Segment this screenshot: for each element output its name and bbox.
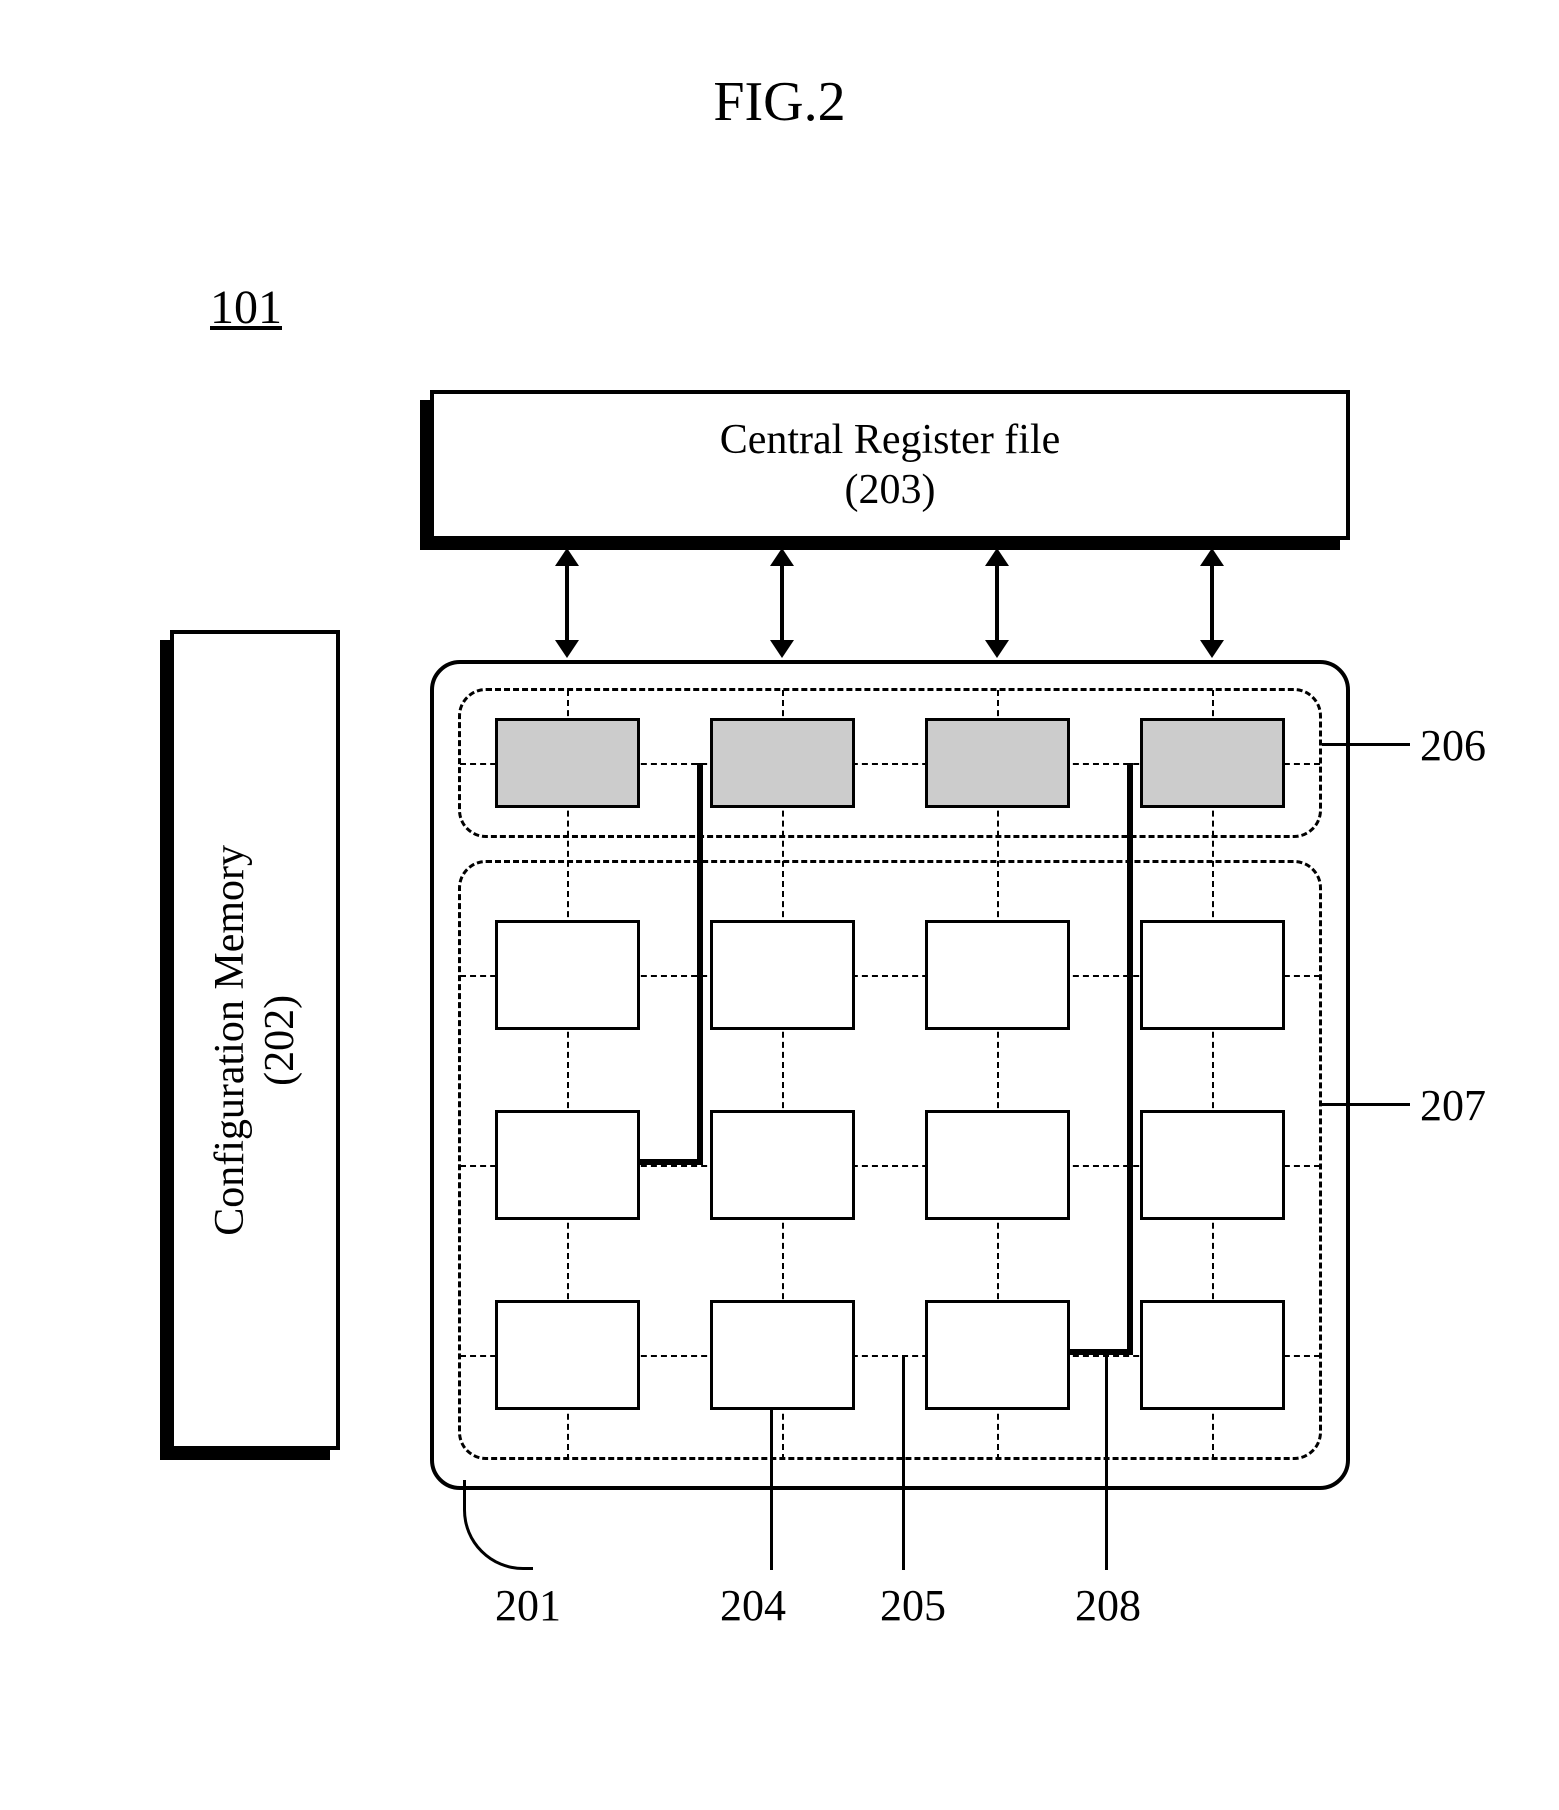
reg-pe-arrow — [985, 548, 1009, 658]
leader-line — [1322, 1103, 1410, 1106]
leader-line — [1105, 1355, 1108, 1570]
leader-line — [770, 1410, 773, 1570]
pe-cell — [495, 718, 640, 808]
callout-204: 204 — [720, 1580, 786, 1631]
pe-cell — [925, 1110, 1070, 1220]
arrow-shaft — [780, 564, 784, 642]
central-register-block: Central Register file (203) — [430, 390, 1350, 540]
figure-ref-label: 101 — [210, 280, 282, 335]
arrow-shaft — [565, 564, 569, 642]
leader-line — [1322, 743, 1410, 746]
arrowhead-down-icon — [985, 640, 1009, 658]
reg-pe-arrow — [555, 548, 579, 658]
figure-root: FIG.2 101 Configuration Memory (202) Cen… — [0, 0, 1559, 1810]
arrowhead-down-icon — [555, 640, 579, 658]
reg-pe-arrow — [1200, 548, 1224, 658]
central-register-line2: (203) — [845, 465, 936, 515]
pe-cell — [710, 920, 855, 1030]
callout-208: 208 — [1075, 1580, 1141, 1631]
figure-title: FIG.2 — [0, 70, 1559, 134]
pe-cell — [925, 920, 1070, 1030]
pe-cell — [925, 1300, 1070, 1410]
pe-cell — [1140, 920, 1285, 1030]
arrowhead-down-icon — [770, 640, 794, 658]
callout-201: 201 — [495, 1580, 561, 1631]
pe-cell — [495, 920, 640, 1030]
central-register-face: Central Register file (203) — [430, 390, 1350, 540]
config-memory-line1: Configuration Memory — [207, 845, 253, 1236]
arrowhead-down-icon — [1200, 640, 1224, 658]
leader-curve — [463, 1480, 533, 1570]
reg-pe-arrow — [770, 548, 794, 658]
pe-cell — [495, 1110, 640, 1220]
config-memory-face: Configuration Memory (202) — [170, 630, 340, 1450]
pe-cell — [1140, 1110, 1285, 1220]
callout-206: 206 — [1420, 720, 1486, 771]
config-memory-block: Configuration Memory (202) — [170, 630, 340, 1450]
callout-205: 205 — [880, 1580, 946, 1631]
config-memory-line2: (202) — [257, 995, 303, 1086]
pe-cell — [710, 1300, 855, 1410]
pe-cell — [495, 1300, 640, 1410]
pe-cell — [1140, 1300, 1285, 1410]
pe-cell — [925, 718, 1070, 808]
config-memory-label: Configuration Memory (202) — [205, 845, 306, 1236]
central-register-line1: Central Register file — [720, 415, 1061, 465]
leader-line — [902, 1355, 905, 1570]
pe-cell — [710, 1110, 855, 1220]
pe-cell — [1140, 718, 1285, 808]
pe-cell — [710, 718, 855, 808]
arrow-shaft — [1210, 564, 1214, 642]
arrow-shaft — [995, 564, 999, 642]
callout-207: 207 — [1420, 1080, 1486, 1131]
